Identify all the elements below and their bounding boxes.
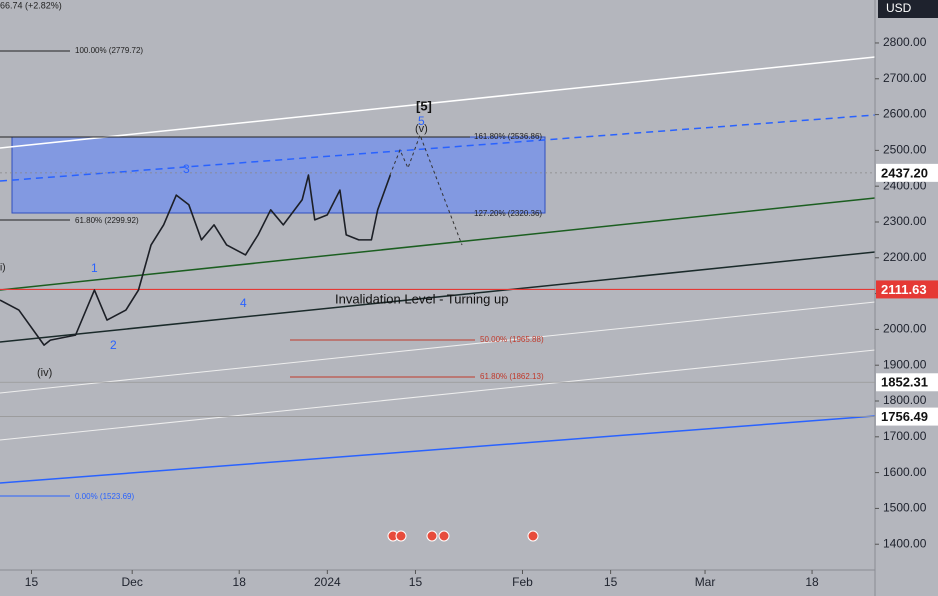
annotation: 3 bbox=[183, 162, 190, 176]
x-tick-label: 18 bbox=[233, 575, 247, 589]
price-tag-label: 2111.63 bbox=[881, 282, 927, 297]
channel-line bbox=[0, 197, 876, 291]
y-tick-label: 2600.00 bbox=[883, 107, 927, 121]
x-tick-label: 2024 bbox=[314, 575, 341, 589]
annotation: 4 bbox=[240, 296, 247, 310]
target-zone bbox=[11, 136, 546, 214]
annotation: 2 bbox=[110, 338, 117, 352]
channel-line bbox=[0, 251, 876, 343]
annotation: (iv) bbox=[37, 367, 52, 379]
y-tick-label: 1900.00 bbox=[883, 357, 927, 371]
y-tick-label: 2300.00 bbox=[883, 214, 927, 228]
y-tick-label: 1800.00 bbox=[883, 393, 927, 407]
annotation: 5 bbox=[418, 114, 425, 128]
event-icon[interactable] bbox=[395, 530, 407, 542]
price-tag-label: 2437.20 bbox=[881, 165, 928, 180]
channel-line bbox=[0, 114, 876, 182]
projection-path bbox=[389, 133, 463, 246]
annotation: 61.80% (1862.13) bbox=[480, 372, 544, 381]
x-tick-label: 15 bbox=[25, 575, 39, 589]
x-tick-label: 15 bbox=[409, 575, 423, 589]
x-tick-label: 18 bbox=[805, 575, 819, 589]
y-tick-label: 1400.00 bbox=[883, 536, 927, 550]
y-tick-label: 2200.00 bbox=[883, 250, 927, 264]
price-tag bbox=[876, 373, 938, 392]
y-tick-label: 2800.00 bbox=[883, 35, 927, 49]
annotation: (v) bbox=[415, 123, 428, 135]
channel-line bbox=[0, 349, 876, 441]
x-tick-label: Feb bbox=[512, 575, 533, 589]
annotation: 100.00% (2779.72) bbox=[75, 46, 143, 55]
y-tick-label: 2000.00 bbox=[883, 322, 927, 336]
event-icon[interactable] bbox=[426, 530, 438, 542]
annotation: 161.80% (2536.86) bbox=[474, 132, 542, 141]
price-tag-label: 1852.31 bbox=[881, 375, 928, 390]
annotation: 0.00% (1523.69) bbox=[75, 492, 134, 501]
y-tick-label: 2500.00 bbox=[883, 143, 927, 157]
channel-line bbox=[0, 301, 876, 394]
annotation: 61.80% (2299.92) bbox=[75, 216, 139, 225]
event-icons bbox=[387, 530, 539, 542]
y-tick-label: 1600.00 bbox=[883, 465, 927, 479]
x-tick-label: Mar bbox=[695, 575, 716, 589]
price-tag bbox=[876, 407, 938, 426]
annotation: Invalidation Level - Turning up bbox=[335, 291, 508, 306]
y-tick-label: 1500.00 bbox=[883, 501, 927, 515]
y-tick-label: 1700.00 bbox=[883, 429, 927, 443]
event-icon[interactable] bbox=[527, 530, 539, 542]
annotation: 50.00% (1965.88) bbox=[480, 335, 544, 344]
price-tag bbox=[876, 163, 938, 182]
channel-line bbox=[0, 56, 876, 149]
annotation: 1 bbox=[91, 261, 98, 275]
price-line-series bbox=[0, 174, 392, 346]
channel-line bbox=[0, 415, 876, 484]
header-change: 66.74 (+2.82%) bbox=[0, 0, 62, 10]
x-tick-label: Dec bbox=[122, 575, 143, 589]
annotation: [5] bbox=[416, 98, 432, 113]
currency-badge bbox=[878, 0, 938, 18]
currency-label: USD bbox=[886, 1, 912, 15]
price-tag-label: 1756.49 bbox=[881, 409, 928, 424]
x-tick-label: 15 bbox=[604, 575, 618, 589]
price-tag bbox=[876, 280, 938, 299]
event-icon[interactable] bbox=[438, 530, 450, 542]
y-tick-label: 2700.00 bbox=[883, 71, 927, 85]
annotation: i) bbox=[0, 263, 6, 274]
annotation: 127.20% (2320.36) bbox=[474, 209, 542, 218]
